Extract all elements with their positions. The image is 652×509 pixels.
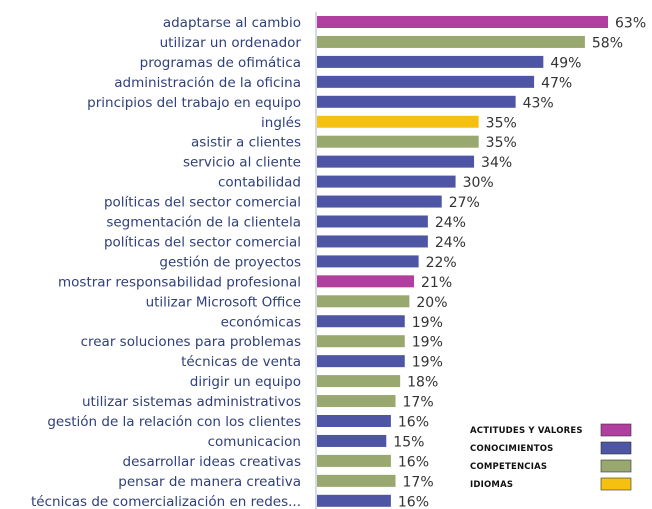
value-label-asistir-a-clientes-6: 35% [486,135,517,151]
bar-adaptarse-al-cambio-0 [317,16,608,28]
value-label-utilizar-un-ordenador-1: 58% [592,35,623,51]
bar-segmentacion-de-la-clientela-10 [317,215,428,228]
legend-label-conocimientos: CONOCIMIENTOS [470,444,554,454]
bar-programas-de-ofimatica-2 [317,55,544,68]
value-label-pensar-de-manera-creativa-23: 17% [403,474,434,490]
category-label-contabilidad-8: contabilidad [218,175,301,191]
legend-swatch-idiomas [600,477,632,491]
legend-label-actitudes: ACTITUDES Y VALORES [470,426,583,436]
value-label-comunicacion-21: 15% [393,434,424,450]
bar-ingles-5 [317,115,479,128]
bar-asistir-a-clientes-6 [317,135,479,148]
bar-pensar-de-manera-creativa-23 [317,474,396,487]
category-label-economicas-15: económicas [221,314,301,330]
value-label-adaptarse-al-cambio-0: 63% [615,16,646,32]
bar-servicio-al-cliente-7 [317,155,475,168]
category-label-asistir-a-clientes-6: asistir a clientes [191,135,301,151]
category-label-adaptarse-al-cambio-0: adaptarse al cambio [163,15,301,31]
legend: ACTITUDES Y VALORES CONOCIMIENTOS COMPETEN… [470,423,632,491]
value-label-programas-de-ofimatica-2: 49% [550,55,581,71]
value-label-politicas-del-sector-comercial-11: 24% [435,235,466,251]
category-label-segmentacion-de-la-clientela-10: segmentación de la clientela [106,215,301,231]
value-label-desarrollar-ideas-creativas-22: 16% [398,454,429,470]
value-label-politicas-del-sector-comercial-9: 27% [449,195,480,211]
bar-contabilidad-8 [317,175,456,188]
bar-mostrar-responsabilidad-profesional-13 [317,275,414,288]
bar-gestion-de-proyectos-12 [317,255,419,268]
bar-desarrollar-ideas-creativas-22 [317,454,391,467]
category-label-desarrollar-ideas-creativas-22: desarrollar ideas creativas [123,454,301,470]
bar-gestion-de-la-relacion-con-los-clientes-20 [317,415,391,427]
bar-comunicacion-21 [317,434,387,447]
legend-label-competencias: COMPETENCIAS [470,462,547,472]
value-label-utilizar-microsoft-office-14: 20% [416,295,447,311]
value-label-gestion-de-proyectos-12: 22% [426,255,457,271]
value-label-utilizar-sistemas-administrativos-19: 17% [403,395,434,411]
category-label-politicas-del-sector-comercial-9: políticas del sector comercial [104,195,301,211]
bar-administracion-de-la-oficina-3 [317,75,535,88]
category-label-tecnicas-de-venta-17: técnicas de venta [181,354,301,370]
category-label-utilizar-sistemas-administrativos-19: utilizar sistemas administrativos [82,394,301,410]
bar-crear-soluciones-para-problemas-16 [317,335,405,348]
bar-utilizar-microsoft-office-14 [317,295,410,308]
bar-utilizar-sistemas-administrativos-19 [317,395,396,408]
bars-layer [317,16,608,507]
category-label-comunicacion-21: comunicacion [208,434,301,450]
category-label-mostrar-responsabilidad-profesional-13: mostrar responsabilidad profesional [58,274,301,290]
category-label-utilizar-microsoft-office-14: utilizar Microsoft Office [146,294,301,310]
bar-utilizar-un-ordenador-1 [317,35,585,48]
category-label-administracion-de-la-oficina-3: administración de la oficina [114,75,301,91]
legend-swatch-actitudes [600,423,632,437]
bar-politicas-del-sector-comercial-9 [317,195,442,208]
category-label-politicas-del-sector-comercial-11: políticas del sector comercial [104,234,301,250]
value-label-gestion-de-la-relacion-con-los-clientes-20: 16% [398,415,429,431]
value-labels-layer: 63% 58% 49% 47% 43% 35% 35% 34% 30% 27% 24% 24% 22% 2… [393,16,646,509]
value-label-mostrar-responsabilidad-profesional-13: 21% [421,275,452,291]
legend-swatch-conocimientos [600,441,632,455]
category-label-principios-del-trabajo-en-equipo-4: principios del trabajo en equipo [87,95,301,111]
value-label-tecnicas-de-comercializacion-en-redes-24: 16% [398,494,429,509]
category-label-utilizar-un-ordenador-1: utilizar un ordenador [160,35,302,51]
category-label-pensar-de-manera-creativa-23: pensar de manera creativa [118,474,301,490]
value-label-segmentacion-de-la-clientela-10: 24% [435,215,466,231]
category-label-ingles-5: inglés [261,115,301,131]
legend-label-idiomas: IDIOMAS [470,480,513,490]
bar-politicas-del-sector-comercial-11 [317,235,428,248]
value-label-servicio-al-cliente-7: 34% [481,155,512,171]
value-label-tecnicas-de-venta-17: 19% [412,355,443,371]
bar-principios-del-trabajo-en-equipo-4 [317,95,516,108]
bar-economicas-15 [317,315,405,328]
category-label-dirigir-un-equipo-18: dirigir un equipo [190,374,301,390]
value-label-dirigir-un-equipo-18: 18% [407,375,438,391]
bar-tecnicas-de-venta-17 [317,355,405,368]
bar-dirigir-un-equipo-18 [317,375,401,388]
value-label-economicas-15: 19% [412,315,443,331]
category-label-programas-de-ofimatica-2: programas de ofimática [140,55,301,71]
value-label-contabilidad-8: 30% [463,175,494,191]
bar-tecnicas-de-comercializacion-en-redes-24 [317,494,391,507]
category-label-tecnicas-de-comercializacion-en-redes-24: técnicas de comercialización en redes... [31,494,301,509]
category-label-gestion-de-la-relacion-con-los-clientes-20: gestión de la relación con los clientes [47,414,301,430]
category-label-crear-soluciones-para-problemas-16: crear soluciones para problemas [81,334,301,350]
category-labels-layer: adaptarse al cambio utilizar un ordenador… [31,15,301,509]
category-label-servicio-al-cliente-7: servicio al cliente [183,155,301,171]
legend-swatch-competencias [600,459,632,473]
value-label-ingles-5: 35% [486,115,517,131]
value-label-crear-soluciones-para-problemas-16: 19% [412,335,443,351]
value-label-principios-del-trabajo-en-equipo-4: 43% [523,95,554,111]
value-label-administracion-de-la-oficina-3: 47% [541,75,572,91]
category-label-gestion-de-proyectos-12: gestión de proyectos [159,254,301,270]
